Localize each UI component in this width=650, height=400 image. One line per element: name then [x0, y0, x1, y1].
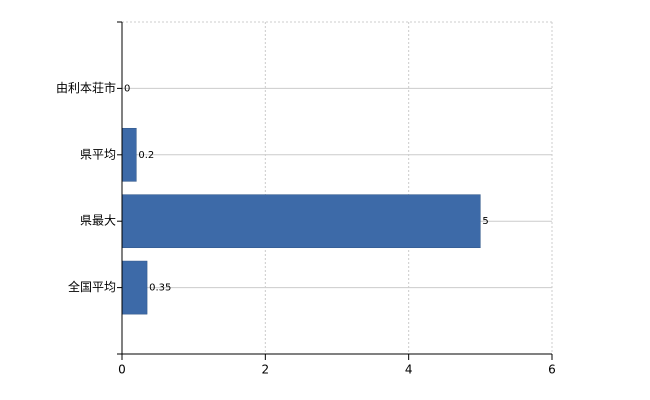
bar [121, 127, 137, 182]
y-tick-label: 由利本荘市 [56, 80, 116, 95]
bar [121, 194, 481, 249]
value-label: 0 [124, 83, 130, 94]
value-label: 0.2 [138, 150, 154, 161]
x-tick-label: 2 [262, 363, 270, 377]
y-tick-label: 県最大 [80, 214, 116, 228]
value-label: 5 [482, 216, 488, 227]
x-tick-label: 0 [118, 363, 126, 377]
y-tick-label: 県平均 [80, 147, 116, 161]
x-tick-label: 6 [548, 363, 556, 377]
bar [121, 260, 148, 315]
x-tick-label: 4 [405, 363, 413, 377]
value-label: 0.35 [149, 283, 171, 294]
y-tick-label: 全国平均 [68, 279, 116, 294]
